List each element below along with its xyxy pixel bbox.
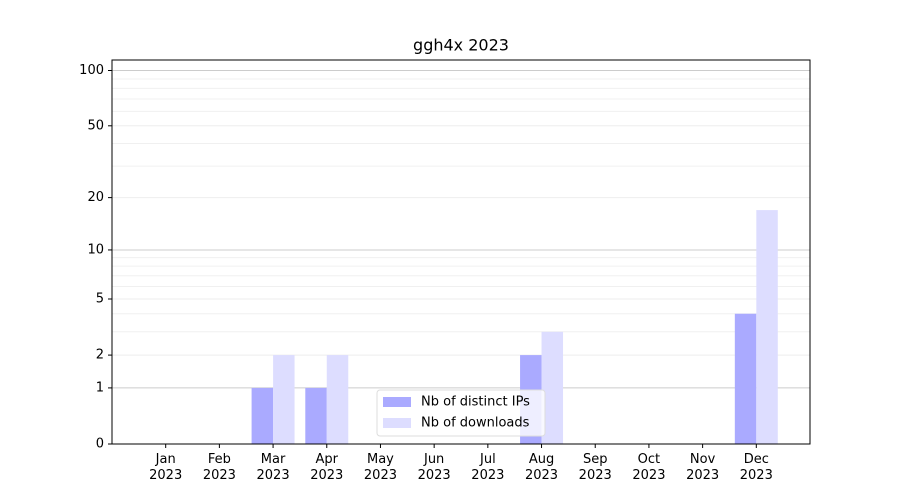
legend: Nb of distinct IPs Nb of downloads [376,389,546,437]
y-tick-label: 5 [96,291,104,306]
y-tick-label: 1 [96,380,104,395]
x-tick-label: Nov 2023 [686,452,720,483]
y-tick-label: 50 [87,118,104,133]
legend-swatch [383,418,411,428]
y-tick-label: 20 [87,190,104,205]
bar [273,355,295,444]
legend-label: Nb of downloads [421,416,530,431]
bar [756,210,778,444]
chart-title: ggh4x 2023 [413,36,509,55]
bar [734,313,757,444]
x-tick-label: Apr 2023 [310,452,344,483]
axes-frame [111,59,811,445]
x-tick-label: Jun 2023 [417,452,451,483]
x-tick-label: Dec 2023 [739,452,773,483]
x-tick-label: Jul 2023 [471,452,505,483]
x-tick-label: Jan 2023 [149,452,183,483]
x-tick-label: Sep 2023 [578,452,612,483]
bar [326,355,349,444]
y-tick-label: 0 [96,437,104,452]
bar [541,331,564,444]
legend-label: Nb of distinct IPs [421,395,530,410]
y-tick-label: 10 [87,242,104,257]
bar [305,387,327,444]
x-tick-label: Aug 2023 [524,452,559,483]
x-tick-label: May 2023 [363,452,397,483]
x-tick-label: Mar 2023 [256,452,290,483]
bar [251,387,274,444]
legend-swatch [383,397,411,407]
y-tick-label: 100 [79,63,104,78]
y-tick-label: 2 [96,348,104,363]
x-tick-label: Feb 2023 [202,452,236,483]
x-tick-label: Oct 2023 [632,452,666,483]
legend-box [376,389,546,437]
